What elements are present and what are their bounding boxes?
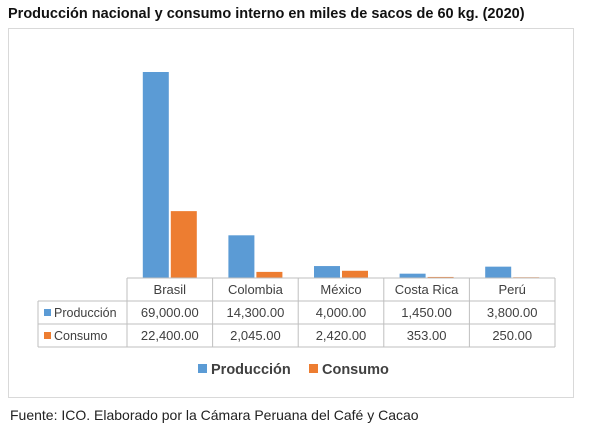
data-cell: 22,400.00	[141, 328, 199, 343]
chart-panel	[8, 28, 574, 398]
bar-producción-3	[399, 273, 426, 278]
category-label: México	[320, 282, 361, 297]
bar-consumo-3	[427, 276, 454, 278]
legend-swatch-consumo	[309, 364, 318, 373]
legend-key-consumo	[44, 332, 51, 339]
data-cell: 1,450.00	[401, 305, 452, 320]
data-cell: 3,800.00	[487, 305, 538, 320]
category-label: Costa Rica	[395, 282, 459, 297]
bar-producción-4	[485, 266, 512, 278]
bar-producción-2	[314, 266, 340, 278]
series-row-label: Producción	[54, 306, 117, 320]
source-note: Fuente: ICO. Elaborado por la Cámara Per…	[10, 407, 419, 423]
legend-label-producción: Producción	[211, 362, 291, 378]
data-cell: 2,045.00	[230, 328, 281, 343]
category-label: Brasil	[154, 282, 187, 297]
bar-producción-0	[142, 72, 169, 278]
data-cell: 353.00	[407, 328, 447, 343]
series-row-label: Consumo	[54, 329, 108, 343]
data-cell: 2,420.00	[316, 328, 367, 343]
bar-consumo-1	[256, 271, 283, 278]
category-label: Perú	[498, 282, 525, 297]
data-cell: 4,000.00	[316, 305, 367, 320]
data-cell: 69,000.00	[141, 305, 199, 320]
category-label: Colombia	[228, 282, 284, 297]
chart-title: Producción nacional y consumo interno en…	[8, 6, 525, 22]
legend-key-producción	[44, 309, 51, 316]
bar-consumo-0	[170, 211, 197, 278]
data-cell: 14,300.00	[226, 305, 284, 320]
legend-label-consumo: Consumo	[322, 362, 389, 378]
bar-producción-1	[228, 235, 255, 278]
legend-swatch-producción	[198, 364, 207, 373]
data-cell: 250.00	[492, 328, 532, 343]
bar-consumo-2	[342, 270, 368, 278]
